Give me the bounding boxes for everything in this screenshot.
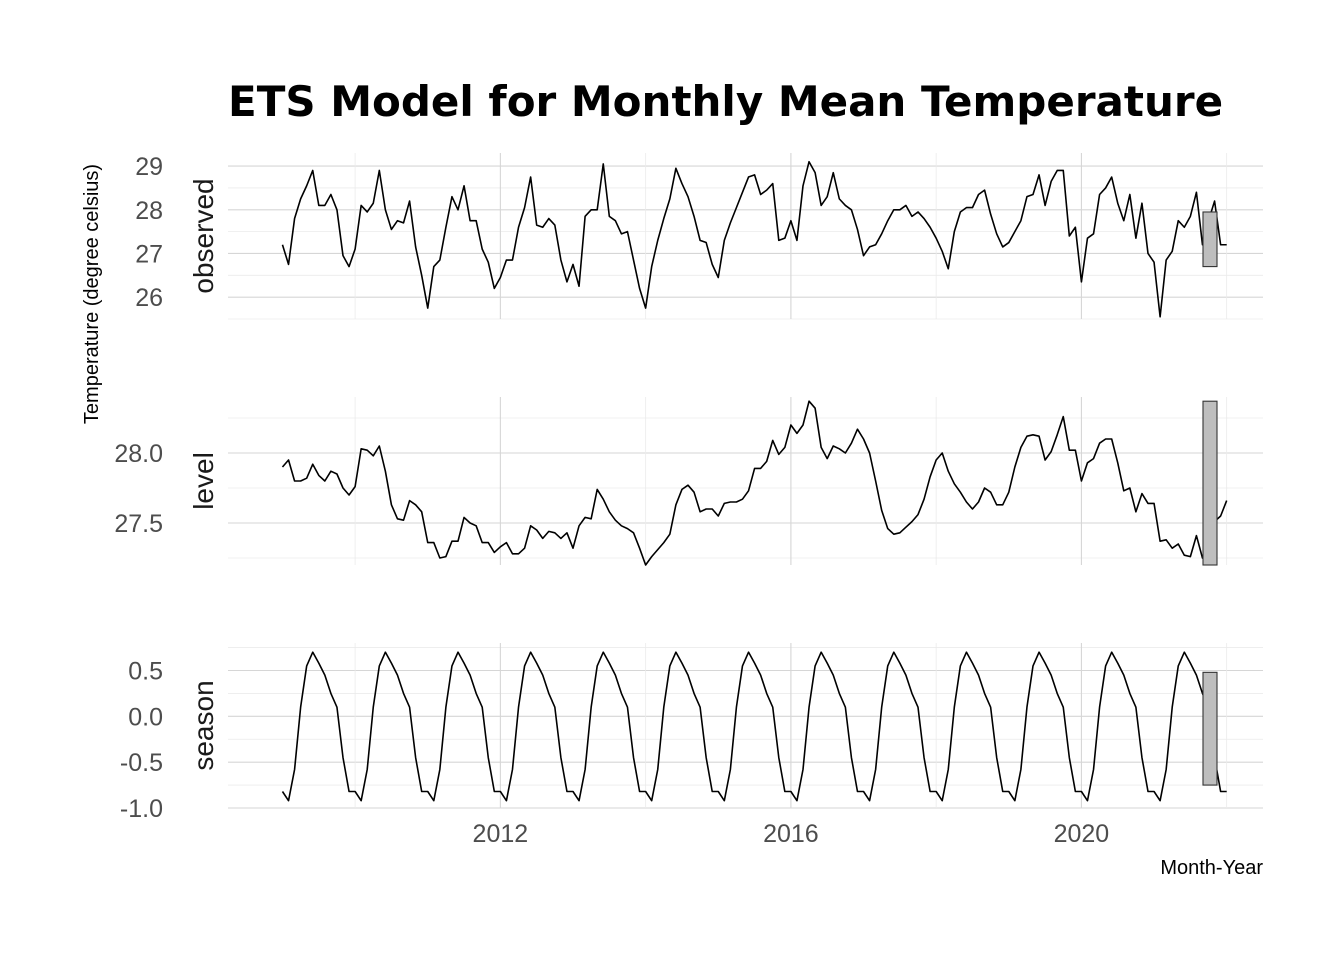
panel-level-grid — [228, 397, 1263, 565]
panel-label-observed: observed — [188, 178, 219, 293]
series-line-level — [281, 400, 1228, 566]
y-tick-label: 27.5 — [114, 510, 163, 538]
y-tick-label: 29 — [135, 153, 163, 181]
panel-observed-grid — [228, 153, 1263, 320]
panel-level: 27.5 28.0 level — [114, 397, 1263, 566]
y-tick-label: 26 — [135, 284, 163, 312]
range-bar-season — [1202, 671, 1218, 786]
y-tick-label: 27 — [135, 240, 163, 268]
panel-season: -1.0 -0.5 0.0 0.5 season — [120, 643, 1263, 823]
y-tick-label: -1.0 — [120, 795, 163, 823]
series-line-observed — [281, 160, 1227, 318]
x-tick-label: 2020 — [1054, 820, 1110, 848]
y-tick-label: -0.5 — [120, 749, 163, 777]
x-axis-ticks: 2012 2016 2020 — [473, 820, 1110, 848]
y-tick-label: 0.0 — [128, 703, 163, 731]
x-tick-label: 2012 — [473, 820, 529, 848]
panel-season-grid — [228, 643, 1263, 809]
x-axis-title: Month-Year — [1160, 857, 1263, 879]
y-tick-label: 28 — [135, 197, 163, 225]
y-axis-title: Temperature (degree celsius) — [81, 164, 103, 424]
panel-label-level: level — [188, 452, 219, 510]
y-tick-label: 0.5 — [128, 658, 163, 686]
panel-label-season: season — [188, 680, 219, 770]
y-tick-label: 28.0 — [114, 440, 163, 468]
range-bar-level — [1202, 400, 1218, 566]
chart-panels: 26 27 28 29 observed 27.5 28.0 level -1.0 -0.5 0.0… — [114, 153, 1263, 823]
chart-title: ETS Model for Monthly Mean Temperature — [228, 77, 1223, 126]
series-line-season — [281, 651, 1227, 802]
range-bar-observed — [1202, 211, 1218, 268]
panel-observed: 26 27 28 29 observed — [135, 153, 1263, 320]
x-tick-label: 2016 — [763, 820, 819, 848]
